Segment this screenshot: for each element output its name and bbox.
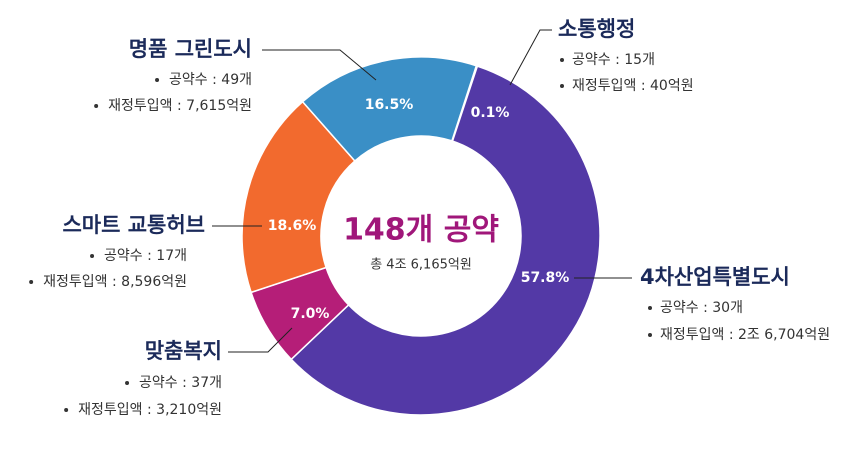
category-label: 스마트 교통허브 (62, 213, 205, 237)
detail-text: 재정투입액 : 40억원 (572, 78, 694, 94)
value-label: 57.8% (521, 270, 570, 286)
detail-text: 재정투입액 : 3,210억원 (78, 402, 222, 418)
detail-text: 공약수 : 37개 (139, 375, 222, 391)
detail-text: 공약수 : 49개 (169, 72, 252, 88)
center-subtitle: 총 4조 6,165억원 (370, 258, 472, 273)
bullet (155, 78, 160, 82)
bullet (29, 280, 34, 284)
bullet (64, 408, 69, 412)
value-label: 0.1% (471, 105, 510, 121)
leader-line (509, 29, 552, 86)
value-label: 18.6% (268, 218, 317, 234)
bullet (94, 104, 99, 108)
detail-text: 공약수 : 30개 (660, 300, 743, 316)
bullet (125, 381, 130, 385)
category-label: 명품 그린도시 (129, 37, 252, 61)
detail-text: 공약수 : 15개 (572, 52, 655, 68)
bullet (90, 254, 95, 258)
category-label: 4차산업특별도시 (640, 265, 790, 289)
value-label: 16.5% (365, 97, 414, 113)
detail-text: 재정투입액 : 7,615억원 (108, 98, 252, 114)
donut-segment (290, 65, 601, 416)
center-title: 148개 공약 (343, 213, 499, 248)
bullet (648, 306, 652, 310)
leader-line (228, 327, 293, 353)
category-label: 맞춤복지 (145, 339, 222, 363)
detail-text: 재정투입액 : 8,596억원 (43, 274, 187, 290)
leader-line (262, 49, 377, 81)
bullet (560, 58, 564, 62)
donut (241, 56, 601, 416)
category-label: 소통행정 (558, 17, 635, 41)
donut-segment (301, 56, 478, 163)
bullet (560, 84, 564, 88)
bullet (648, 333, 652, 337)
detail-text: 재정투입액 : 2조 6,704억원 (660, 327, 830, 343)
value-label: 7.0% (291, 306, 330, 322)
detail-text: 공약수 : 17개 (104, 248, 187, 264)
